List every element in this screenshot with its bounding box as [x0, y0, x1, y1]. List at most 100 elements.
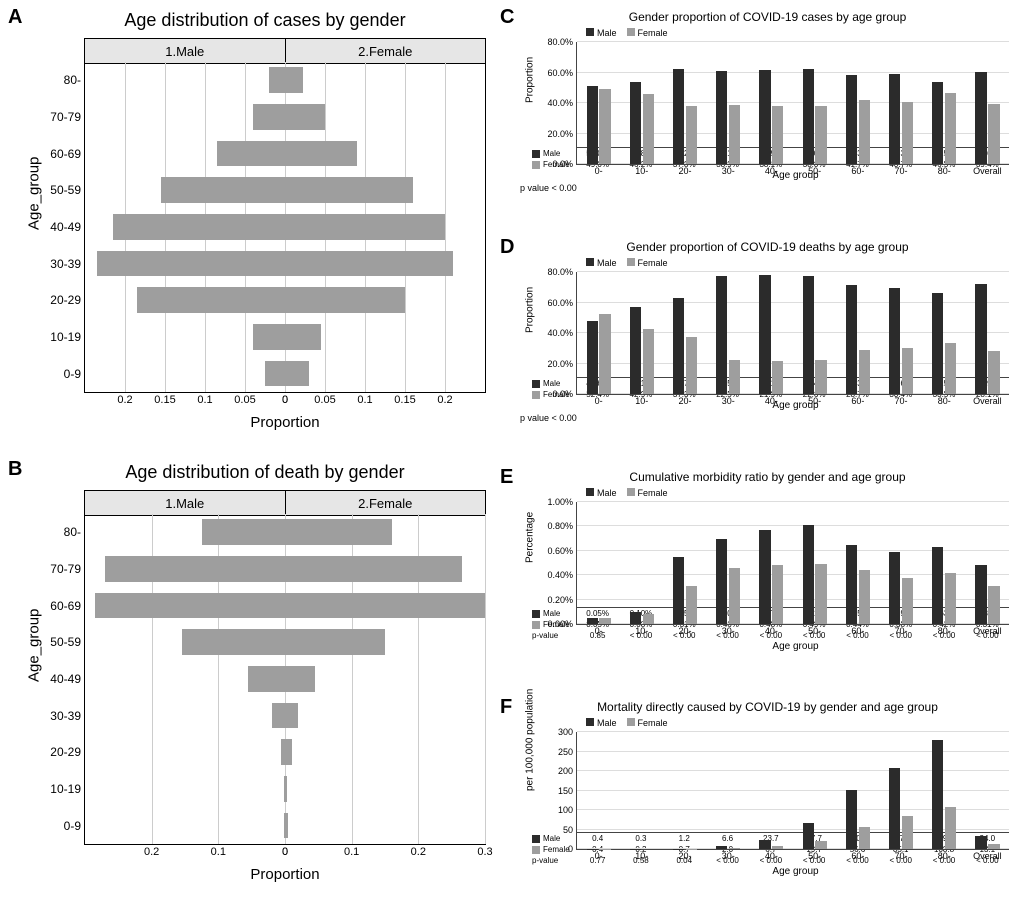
bar-male: [889, 768, 900, 849]
x-tick: 0.1: [357, 392, 372, 406]
y-tick: 200: [558, 766, 577, 776]
bar-female: [285, 776, 287, 802]
bar-male: [182, 629, 285, 655]
bar-male: [716, 539, 727, 624]
bar-female: [285, 629, 385, 655]
bar-male: [975, 565, 986, 624]
bar-male: [716, 276, 727, 394]
bar-male: [932, 82, 943, 164]
bar-male: [97, 251, 285, 277]
bar-male: [95, 593, 285, 619]
bar-female: [945, 343, 956, 394]
y-tick: 80.0%: [547, 37, 577, 47]
age-tick: 50-: [793, 849, 836, 861]
bar-male: [269, 67, 285, 93]
bar-male: [846, 75, 857, 164]
age-tick: 30-39: [45, 257, 81, 271]
y-tick: 40.0%: [547, 328, 577, 338]
chart-f: Mortality directly caused by COVID-19 by…: [520, 700, 1015, 915]
chart-a-plot: 0.20.150.10.05000.050.10.150.280-70-7960…: [84, 62, 486, 393]
age-tick: 0-: [577, 849, 620, 861]
bar-female: [729, 360, 740, 394]
bar-female: [772, 565, 783, 624]
age-tick: 70-: [879, 394, 922, 406]
x-tick: 0.05: [234, 392, 255, 406]
bar-female: [772, 361, 783, 394]
bar-female: [285, 556, 462, 582]
facet-male: 1.Male: [85, 491, 285, 515]
y-tick: 0.60%: [547, 546, 577, 556]
y-axis-label: Proportion: [525, 287, 536, 333]
x-tick: 0.15: [394, 392, 415, 406]
bar-male: [889, 552, 900, 624]
bar-male: [932, 293, 943, 394]
chart-b: Age distribution of death by gender 1.Ma…: [40, 462, 490, 892]
bar-male: [889, 288, 900, 394]
bar-female: [285, 287, 405, 313]
bar-male: [846, 285, 857, 394]
age-tick: 30-: [707, 394, 750, 406]
y-axis-label: Proportion: [525, 57, 536, 103]
panel-letter-d: D: [500, 236, 514, 259]
bar-male: [630, 612, 641, 624]
chart-title: Mortality directly caused by COVID-19 by…: [520, 700, 1015, 714]
chart-b-xlabel: Proportion: [84, 866, 486, 883]
age-tick: 20-: [663, 849, 706, 861]
chart-a-title: Age distribution of cases by gender: [40, 10, 490, 31]
age-tick: 0-: [577, 394, 620, 406]
x-tick: 0.15: [154, 392, 175, 406]
bar-male: [217, 141, 285, 167]
bar-female: [643, 614, 654, 624]
chart-b-ylabel: Age_group: [26, 609, 43, 682]
table-row-label: p-value: [532, 630, 576, 641]
bar-female: [599, 314, 610, 394]
bar-female: [945, 93, 956, 164]
bar-male: [803, 823, 814, 849]
age-tick: 50-59: [45, 635, 81, 649]
bar-female: [815, 360, 826, 394]
chart-d: Gender proportion of COVID-19 deaths by …: [520, 240, 1015, 460]
bar-male: [846, 790, 857, 849]
x-tick: 0.2: [117, 392, 132, 406]
bar-male: [975, 72, 986, 164]
age-tick: 70-: [879, 624, 922, 636]
x-tick: 0.1: [211, 844, 226, 858]
bar-male: [137, 287, 285, 313]
bar-female: [285, 177, 413, 203]
bar-female: [902, 348, 913, 394]
bar-male: [932, 547, 943, 624]
chart-b-facets: 1.Male 2.Female: [84, 490, 486, 516]
bar-male: [846, 545, 857, 624]
bar-female: [859, 350, 870, 394]
bar-female: [285, 593, 485, 619]
bar-female: [859, 570, 870, 624]
age-tick: 70-79: [45, 110, 81, 124]
panel-letter-e: E: [500, 466, 513, 489]
bar-female: [285, 141, 357, 167]
bar-female: [285, 361, 309, 387]
age-tick: 40-49: [45, 672, 81, 686]
panel-letter-b: B: [8, 458, 22, 481]
x-tick: 0.3: [477, 844, 492, 858]
bar-male: [759, 275, 770, 394]
age-tick: 0-: [577, 164, 620, 176]
chart-title: Gender proportion of COVID-19 deaths by …: [520, 240, 1015, 254]
bar-male: [975, 284, 986, 394]
y-tick: 0.20%: [547, 595, 577, 605]
bar-male: [248, 666, 285, 692]
bar-male: [587, 321, 598, 394]
legend: MaleFemale: [586, 718, 668, 728]
bar-male: [253, 104, 285, 130]
table-row-label: Female: [532, 159, 576, 170]
age-tick: Overall: [966, 624, 1009, 636]
age-tick: 30-: [707, 624, 750, 636]
y-axis-label: Percentage: [525, 512, 536, 563]
table-row-label: Male: [532, 378, 576, 389]
age-tick: 70-79: [45, 562, 81, 576]
bar-female: [285, 703, 298, 729]
bar-male: [202, 519, 285, 545]
table-row-label: Female: [532, 844, 576, 855]
age-tick: 40-: [750, 624, 793, 636]
x-tick: 0: [282, 392, 288, 406]
age-tick: 40-: [750, 849, 793, 861]
